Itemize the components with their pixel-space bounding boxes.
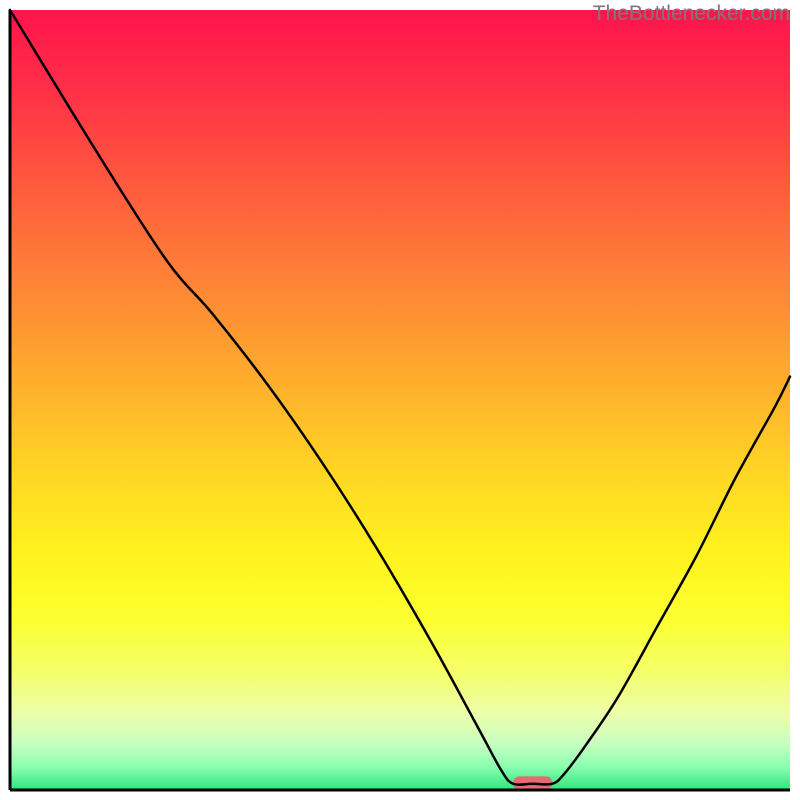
bottleneck-chart: TheBottlenecker.com xyxy=(0,0,800,800)
chart-svg xyxy=(0,0,800,800)
plot-background xyxy=(10,10,790,790)
